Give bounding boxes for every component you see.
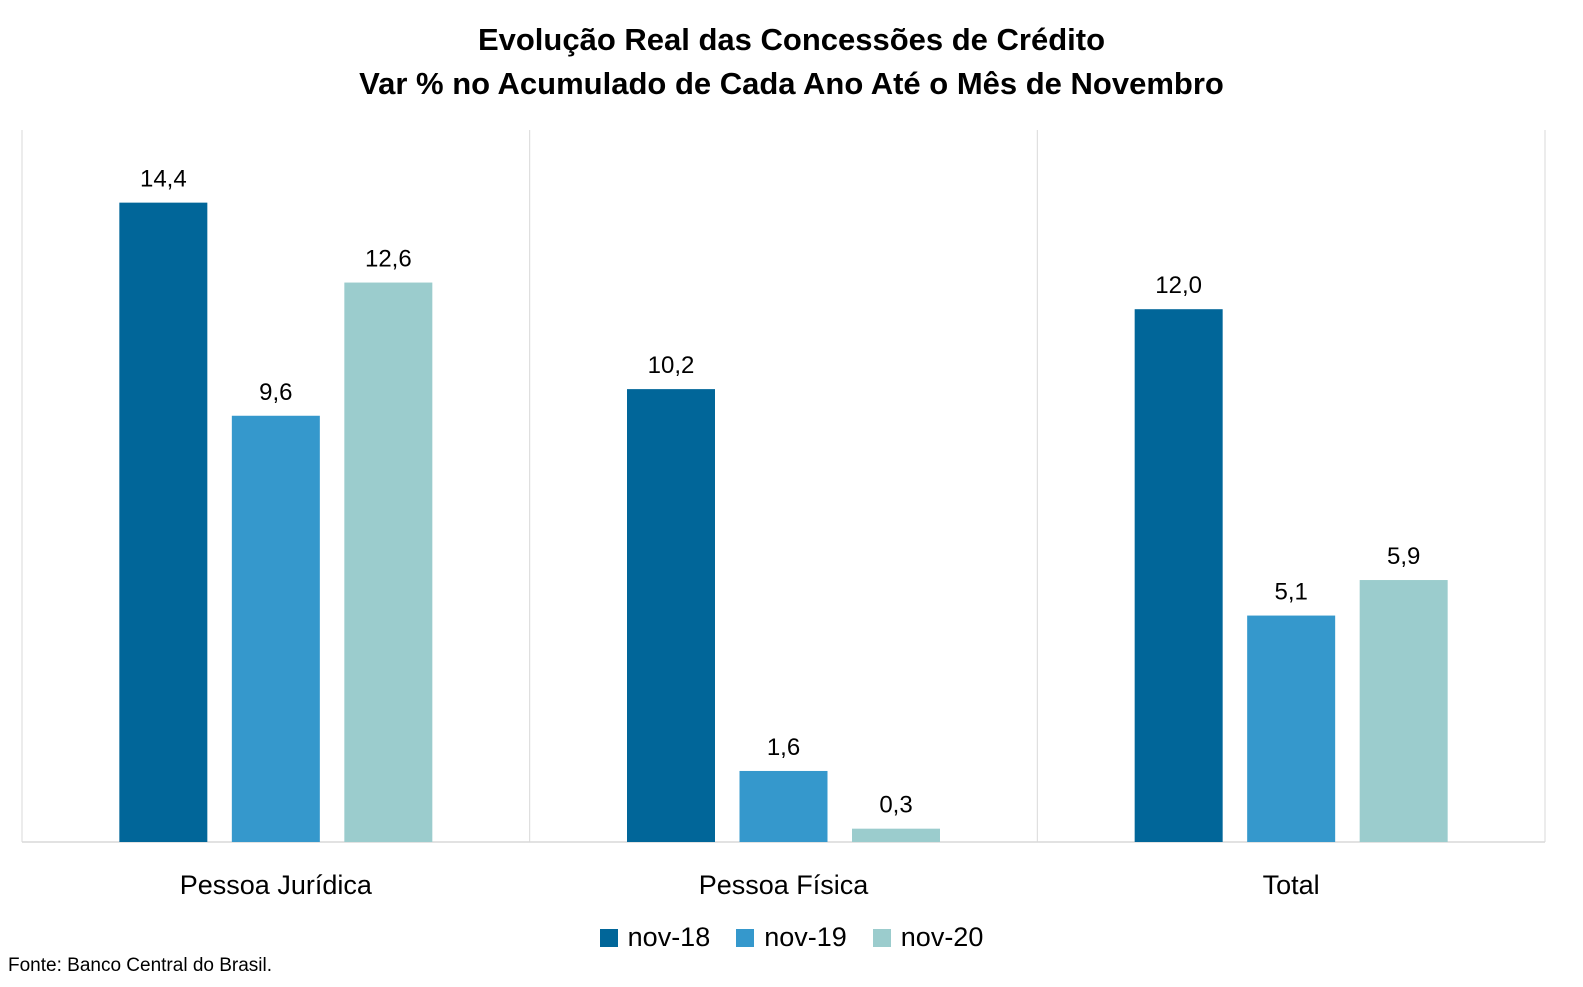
bar-nov-19-2: [1247, 615, 1336, 842]
bar-nov-20-0: [344, 282, 433, 842]
category-label: Pessoa Jurídica: [180, 870, 373, 900]
category-label: Total: [1263, 870, 1320, 900]
chart-title: Evolução Real das Concessões de Crédito: [477, 22, 1106, 57]
legend-item-nov-20: nov-20: [872, 922, 984, 953]
data-label: 14,4: [140, 166, 187, 193]
data-label: 5,9: [1387, 543, 1420, 570]
data-label: 12,0: [1155, 272, 1202, 299]
legend-label: nov-18: [627, 922, 711, 952]
data-label: 1,6: [767, 734, 800, 761]
legend-swatch: [736, 928, 755, 947]
bar-nov-19-0: [231, 415, 320, 842]
data-label: 10,2: [648, 352, 695, 379]
legend-swatch: [599, 928, 618, 947]
data-label: 12,6: [365, 246, 412, 273]
legend-item-nov-19: nov-19: [736, 922, 847, 953]
legend-label: nov-20: [900, 922, 984, 952]
bar-nov-19-1: [739, 770, 828, 842]
legend-item-nov-18: nov-18: [599, 922, 711, 953]
bar-nov-18-0: [119, 202, 208, 842]
bar-nov-18-2: [1134, 309, 1223, 842]
legend: nov-18 nov-19 nov-20: [0, 922, 1583, 953]
data-label: 0,3: [879, 792, 912, 819]
data-label: 9,6: [259, 379, 292, 406]
legend-swatch: [872, 928, 891, 947]
legend-label: nov-19: [764, 922, 847, 952]
data-label: 5,1: [1274, 579, 1307, 606]
bar-nov-18-1: [627, 389, 715, 842]
bar-nov-20-2: [1359, 580, 1448, 842]
bar-nov-20-1: [852, 828, 940, 842]
category-label: Pessoa Física: [699, 870, 870, 900]
source-note: Fonte: Banco Central do Brasil.: [8, 955, 273, 976]
chart-subtitle: Var % no Acumulado de Cada Ano Até o Mês…: [359, 66, 1224, 101]
